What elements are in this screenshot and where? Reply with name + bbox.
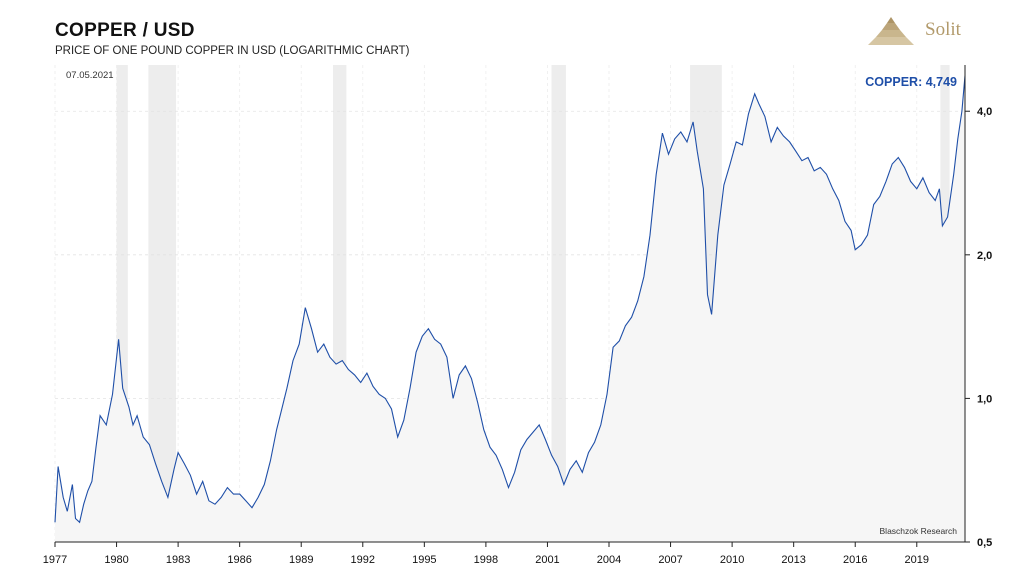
x-tick-label: 2004 bbox=[597, 554, 621, 566]
y-tick-label: 2,0 bbox=[977, 250, 992, 262]
brand-name: Solit bbox=[925, 19, 961, 40]
recession-band bbox=[116, 65, 128, 542]
chart-title: COPPER / USD bbox=[55, 20, 195, 41]
solit-logo-icon bbox=[868, 17, 914, 45]
x-tick-label: 2010 bbox=[720, 554, 744, 566]
x-tick-label: 2001 bbox=[535, 554, 559, 566]
recession-band bbox=[551, 65, 566, 542]
x-tick-label: 2013 bbox=[781, 554, 805, 566]
chart-date: 07.05.2021 bbox=[66, 70, 114, 81]
x-tick-label: 1995 bbox=[412, 554, 436, 566]
x-tick-label: 2007 bbox=[658, 554, 682, 566]
series-area-fill bbox=[55, 75, 965, 542]
series-line-copper bbox=[54, 75, 966, 524]
x-tick-label: 1986 bbox=[227, 554, 251, 566]
y-tick-label: 0,5 bbox=[977, 537, 992, 549]
x-tick-label: 1992 bbox=[351, 554, 375, 566]
x-axis-ticks: 1977 1980 1983 1986 1989 1992 1995 1998 2001 2004… bbox=[43, 542, 929, 566]
x-tick-label: 1980 bbox=[104, 554, 128, 566]
y-tick-label: 4,0 bbox=[977, 106, 992, 118]
x-tick-label: 1983 bbox=[166, 554, 190, 566]
x-tick-label: 1998 bbox=[474, 554, 498, 566]
last-price-annotation: COPPER: 4,749 bbox=[865, 75, 957, 89]
y-tick-label: 1,0 bbox=[977, 393, 992, 405]
chart-subtitle: PRICE OF ONE POUND COPPER IN USD (LOGARI… bbox=[55, 45, 410, 57]
x-tick-label: 2016 bbox=[843, 554, 867, 566]
x-tick-label: 2019 bbox=[905, 554, 929, 566]
source-label: Blaschzok Research bbox=[880, 526, 958, 536]
y-axis-ticks: 0,5 1,0 2,0 4,0 bbox=[965, 106, 992, 549]
x-tick-label: 1989 bbox=[289, 554, 313, 566]
x-tick-label: 1977 bbox=[43, 554, 67, 566]
